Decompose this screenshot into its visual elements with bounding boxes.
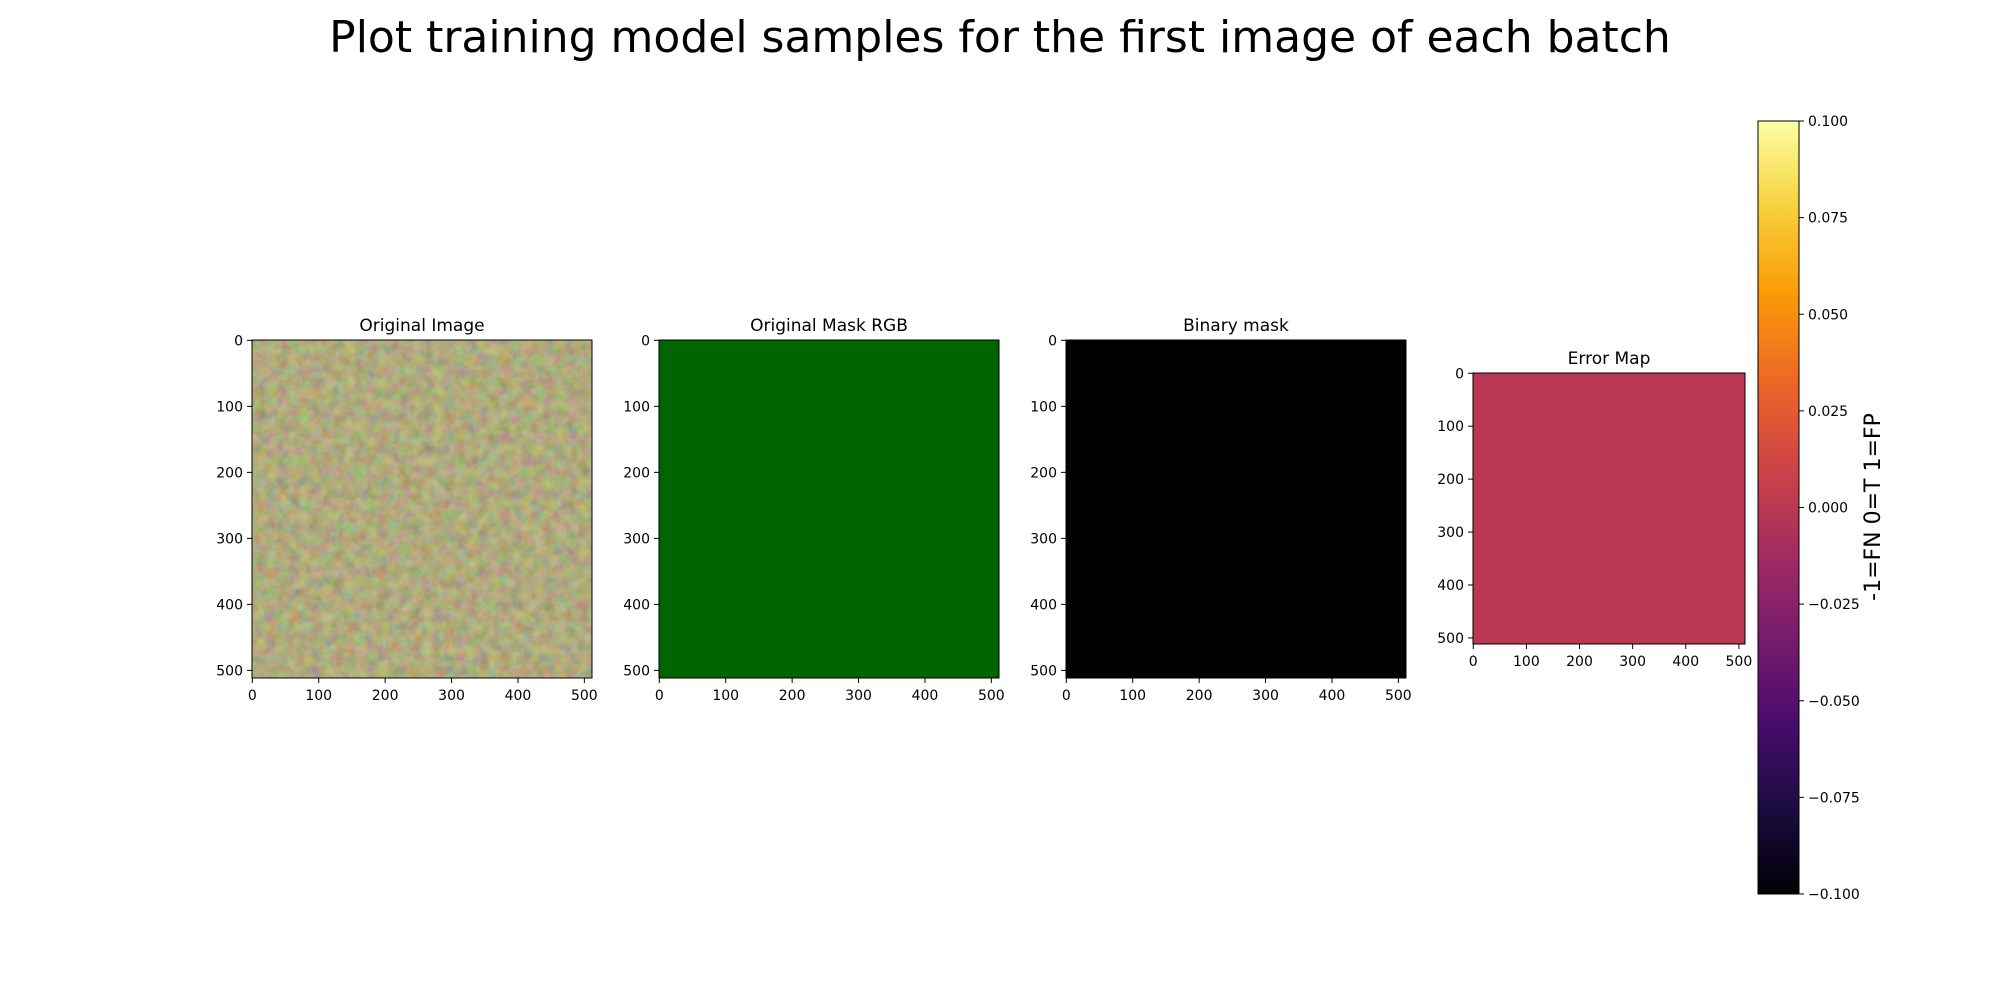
- x-tick-label: 0: [1469, 654, 1478, 670]
- colorbar-tick-label: 0.050: [1808, 307, 1848, 323]
- x-tick-label: 0: [248, 688, 257, 704]
- x-tick-label: 400: [912, 688, 939, 704]
- y-tick-label: 200: [216, 465, 243, 481]
- x-tick-label: 500: [1385, 688, 1412, 704]
- colorbar: 0.100 0.075 0.050 0.025 0.000 −0.025 −0.050 −0.…: [1757, 114, 1886, 903]
- grass-texture-overlay: [252, 340, 592, 678]
- x-tick-label: 300: [1619, 654, 1646, 670]
- y-tick-label: 0: [234, 333, 243, 349]
- x-tick-label: 100: [1513, 654, 1540, 670]
- x-tick-label: 200: [1566, 654, 1593, 670]
- y-tick-label: 100: [1030, 399, 1057, 415]
- colorbar-tick-label: −0.100: [1808, 887, 1860, 903]
- x-tick-label: 500: [1726, 654, 1753, 670]
- panel-title: Error Map: [1568, 349, 1651, 369]
- x-tick-label: 400: [1672, 654, 1699, 670]
- y-tick-label: 0: [1048, 333, 1057, 349]
- y-tick-label: 500: [216, 663, 243, 679]
- binary-mask-image: [1066, 340, 1406, 678]
- y-tick-label: 100: [1437, 419, 1464, 435]
- axes-frame: [658, 339, 1000, 679]
- colorbar-tick-label: −0.075: [1808, 790, 1860, 806]
- x-tick-label: 300: [1252, 688, 1279, 704]
- colorbar-tick-label: 0.000: [1808, 501, 1848, 517]
- y-tick-label: 500: [1030, 663, 1057, 679]
- x-tick-label: 200: [779, 688, 806, 704]
- x-tick-label: 100: [712, 688, 739, 704]
- colorbar-tick-label: 0.075: [1808, 211, 1848, 227]
- y-tick-label: 300: [216, 531, 243, 547]
- y-tick-label: 200: [623, 465, 650, 481]
- y-tick-label: 400: [1437, 578, 1464, 594]
- panels: Original Image 0 100 200 300 400 500 0 100 200 300…: [216, 316, 1752, 704]
- colorbar-gradient: [1758, 121, 1799, 894]
- x-tick-label: 100: [305, 688, 332, 704]
- x-tick-label: 500: [571, 688, 598, 704]
- error-map-image: [1473, 373, 1745, 644]
- y-tick-label: 0: [641, 333, 650, 349]
- y-tick-label: 400: [216, 597, 243, 613]
- y-tick-label: 300: [1030, 531, 1057, 547]
- x-tick-label: 300: [845, 688, 872, 704]
- y-tick-label: 300: [1437, 525, 1464, 541]
- panel-4: Error Map 0 100 200 300 400 500 0 100 200 300 400 50…: [1437, 349, 1752, 670]
- x-tick-label: 300: [438, 688, 465, 704]
- x-tick-label: 0: [655, 688, 664, 704]
- y-tick-label: 500: [623, 663, 650, 679]
- x-tick-label: 400: [505, 688, 532, 704]
- y-tick-label: 300: [623, 531, 650, 547]
- y-tick-label: 400: [1030, 597, 1057, 613]
- axes-frame: [1065, 339, 1407, 679]
- figure-title: Plot training model samples for the firs…: [329, 12, 1671, 63]
- colorbar-tick-label: 0.025: [1808, 404, 1848, 420]
- colorbar-tick-label: −0.050: [1808, 694, 1860, 710]
- panel-title: Binary mask: [1183, 316, 1289, 336]
- x-tick-label: 200: [1186, 688, 1213, 704]
- axes-frame: [251, 339, 593, 679]
- y-tick-label: 200: [1030, 465, 1057, 481]
- axes-frame: [1472, 372, 1746, 645]
- x-tick-label: 500: [978, 688, 1005, 704]
- panel-title: Original Mask RGB: [750, 316, 908, 336]
- mask-rgb-image: [659, 340, 999, 678]
- x-tick-label: 200: [372, 688, 399, 704]
- y-tick-label: 400: [623, 597, 650, 613]
- x-tick-label: 0: [1062, 688, 1071, 704]
- y-tick-label: 0: [1455, 366, 1464, 382]
- x-tick-label: 100: [1119, 688, 1146, 704]
- colorbar-tick-label: −0.025: [1808, 597, 1860, 613]
- panel-1: Original Image 0 100 200 300 400 500 0 100 200 300…: [216, 316, 597, 704]
- y-tick-label: 100: [216, 399, 243, 415]
- x-tick-label: 400: [1319, 688, 1346, 704]
- panel-title: Original Image: [359, 316, 484, 336]
- panel-3: Binary mask 0 100 200 300 400 500 0 100 200 300 400…: [1030, 316, 1411, 704]
- colorbar-label: -1=FN 0=T 1=FP: [1861, 413, 1886, 601]
- y-tick-label: 500: [1437, 631, 1464, 647]
- y-tick-label: 100: [623, 399, 650, 415]
- colorbar-tick-label: 0.100: [1808, 114, 1848, 130]
- y-tick-label: 200: [1437, 472, 1464, 488]
- panel-2: Original Mask RGB 0 100 200 300 400 500 0 100 200…: [623, 316, 1004, 704]
